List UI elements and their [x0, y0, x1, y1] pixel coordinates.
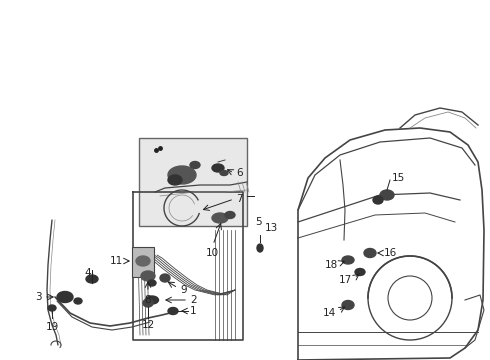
FancyBboxPatch shape — [132, 247, 154, 277]
Ellipse shape — [74, 298, 82, 304]
Text: 14: 14 — [323, 308, 336, 318]
Text: 9: 9 — [180, 285, 187, 295]
Text: 5: 5 — [255, 217, 262, 227]
Ellipse shape — [57, 292, 73, 302]
Text: 19: 19 — [46, 322, 59, 332]
Ellipse shape — [168, 166, 196, 184]
Ellipse shape — [342, 301, 354, 310]
Ellipse shape — [86, 275, 98, 283]
Ellipse shape — [380, 190, 394, 200]
Text: 3: 3 — [35, 292, 42, 302]
Ellipse shape — [168, 307, 178, 315]
Ellipse shape — [168, 175, 182, 185]
Ellipse shape — [143, 299, 153, 307]
Ellipse shape — [146, 296, 158, 304]
Ellipse shape — [373, 196, 383, 204]
Ellipse shape — [225, 211, 235, 219]
Text: 10: 10 — [205, 248, 219, 258]
Ellipse shape — [212, 164, 224, 172]
Ellipse shape — [148, 280, 156, 286]
Ellipse shape — [141, 271, 155, 281]
Text: 8: 8 — [145, 295, 151, 305]
Ellipse shape — [160, 274, 170, 282]
Text: 4: 4 — [85, 268, 91, 278]
Text: 1: 1 — [190, 306, 196, 316]
Text: 15: 15 — [392, 173, 405, 183]
Ellipse shape — [136, 256, 150, 266]
Ellipse shape — [342, 256, 354, 264]
FancyBboxPatch shape — [139, 138, 247, 226]
Text: 7: 7 — [236, 194, 243, 204]
Ellipse shape — [364, 248, 376, 257]
Ellipse shape — [220, 171, 228, 175]
Text: 6: 6 — [236, 168, 243, 178]
Text: 13: 13 — [265, 223, 278, 233]
Ellipse shape — [48, 305, 56, 311]
Text: 2: 2 — [190, 295, 196, 305]
Text: 18: 18 — [325, 260, 338, 270]
Text: 17: 17 — [339, 275, 352, 285]
Ellipse shape — [257, 244, 263, 252]
Text: 16: 16 — [384, 248, 397, 258]
Ellipse shape — [190, 162, 200, 168]
Ellipse shape — [355, 269, 365, 275]
Text: 11: 11 — [110, 256, 123, 266]
Text: 12: 12 — [142, 320, 155, 330]
Ellipse shape — [212, 213, 228, 223]
